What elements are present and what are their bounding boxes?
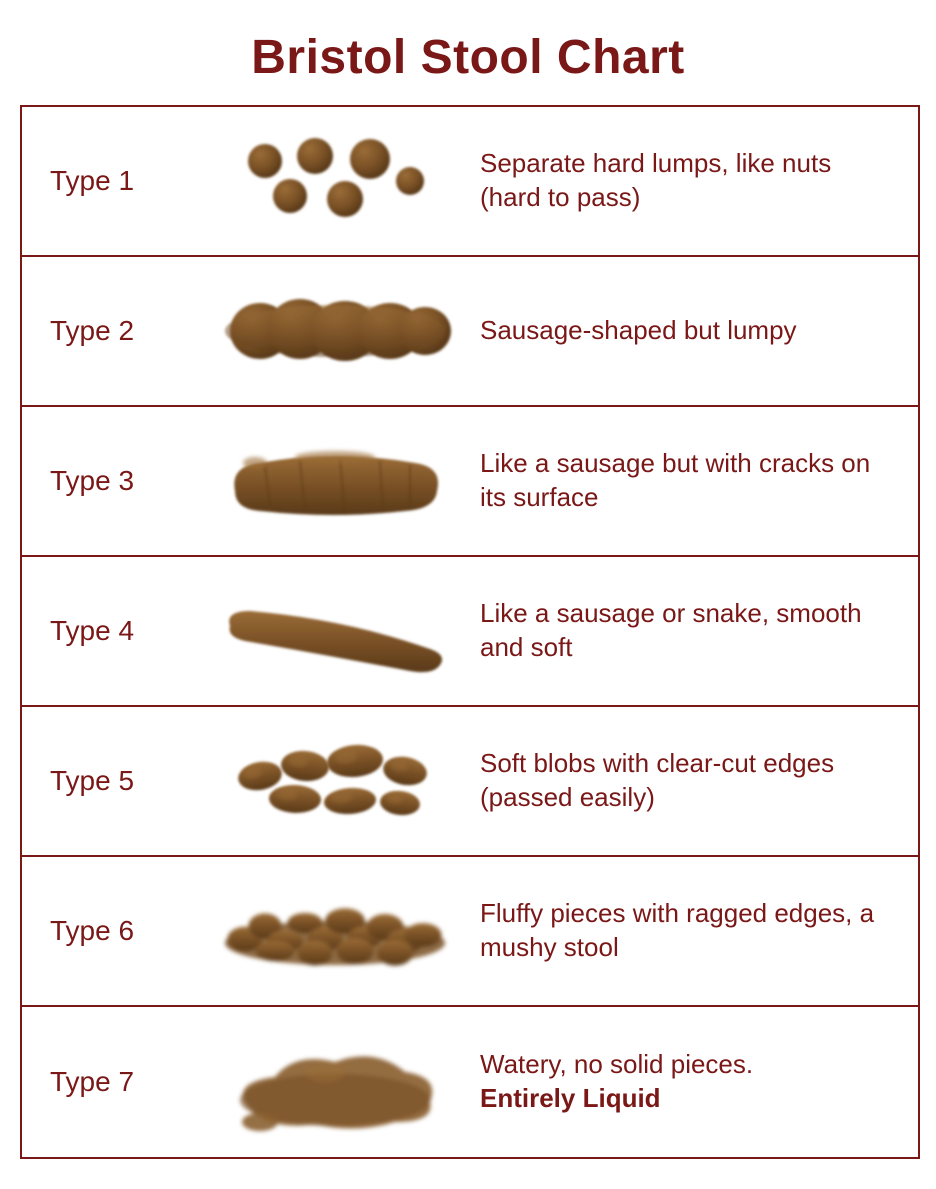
type-label: Type 3	[22, 465, 200, 497]
stool-illustration-lumps	[200, 121, 470, 241]
chart-row: Type 4 Like a sausage or snake, smooth a…	[22, 557, 918, 707]
type-label: Type 1	[22, 165, 200, 197]
chart-row: Type 2 Sausage-shaped but lumpy	[22, 257, 918, 407]
chart-row: Type 7 Watery, no solid pieces. Entirely …	[22, 1007, 918, 1157]
type-label: Type 7	[22, 1066, 200, 1098]
chart-row: Type 6 Fluffy pieces with ragged edges, …	[22, 857, 918, 1007]
description-text: Like a sausage or snake, smooth and soft	[480, 598, 862, 662]
stool-illustration-soft_blobs	[200, 721, 470, 841]
description-text: Fluffy pieces with ragged edges, a mushy…	[480, 898, 874, 962]
description-text: Like a sausage but with cracks on its su…	[480, 448, 870, 512]
description-text: Soft blobs with clear-cut edges (passed …	[480, 748, 834, 812]
description-text: Watery, no solid pieces.	[480, 1049, 753, 1079]
stool-illustration-lumpy_sausage	[200, 271, 470, 391]
stool-illustration-cracked_sausage	[200, 421, 470, 541]
type-description: Fluffy pieces with ragged edges, a mushy…	[470, 887, 918, 975]
type-description: Like a sausage but with cracks on its su…	[470, 437, 918, 525]
chart-row: Type 1 Separate hard lumps, like nuts (h…	[22, 107, 918, 257]
chart-row: Type 3 Like a sausage but with cracks on…	[22, 407, 918, 557]
type-label: Type 5	[22, 765, 200, 797]
description-text: Sausage-shaped but lumpy	[480, 315, 797, 345]
type-label: Type 2	[22, 315, 200, 347]
type-description: Separate hard lumps, like nuts (hard to …	[470, 137, 918, 225]
stool-illustration-liquid	[200, 1022, 470, 1142]
type-label: Type 6	[22, 915, 200, 947]
stool-illustration-mushy	[200, 871, 470, 991]
description-bold-text: Entirely Liquid	[480, 1083, 661, 1113]
description-text: Separate hard lumps, like nuts (hard to …	[480, 148, 831, 212]
type-description: Like a sausage or snake, smooth and soft	[470, 587, 918, 675]
type-description: Soft blobs with clear-cut edges (passed …	[470, 737, 918, 825]
page: Bristol Stool Chart Type 1 Separate hard…	[0, 0, 936, 1189]
type-description: Watery, no solid pieces. Entirely Liquid	[470, 1038, 918, 1126]
chart-title: Bristol Stool Chart	[20, 30, 916, 85]
stool-chart-table: Type 1 Separate hard lumps, like nuts (h…	[20, 105, 920, 1159]
stool-illustration-smooth_sausage	[200, 571, 470, 691]
chart-row: Type 5	[22, 707, 918, 857]
type-label: Type 4	[22, 615, 200, 647]
type-description: Sausage-shaped but lumpy	[470, 304, 918, 358]
